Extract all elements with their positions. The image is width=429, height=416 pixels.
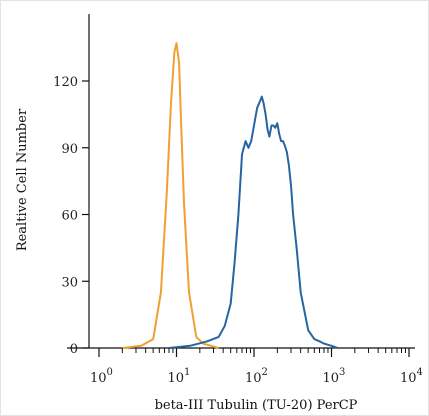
- ticks-layer: 0 30 60 90 120 100 101 102 103 104: [53, 75, 423, 386]
- x-tick-label: 101: [168, 367, 191, 386]
- series-layer: [122, 42, 338, 349]
- x-tick-label: 104: [400, 367, 423, 386]
- x-axis-label: beta-III Tubulin (TU-20) PerCP: [155, 398, 358, 413]
- x-tick-label: 103: [323, 367, 346, 386]
- x-tick-label: 100: [90, 367, 113, 386]
- y-tick-label: 90: [61, 142, 78, 157]
- x-tick-label: 102: [245, 367, 268, 386]
- y-axis-label: Realtive Cell Number: [15, 108, 30, 251]
- stained-histogram-line: [168, 95, 338, 349]
- y-tick-label: 30: [61, 275, 78, 290]
- control-histogram-line: [122, 42, 219, 349]
- y-tick-label: 60: [61, 209, 78, 224]
- y-tick-label: 120: [53, 75, 78, 90]
- y-tick-label: 0: [70, 342, 78, 357]
